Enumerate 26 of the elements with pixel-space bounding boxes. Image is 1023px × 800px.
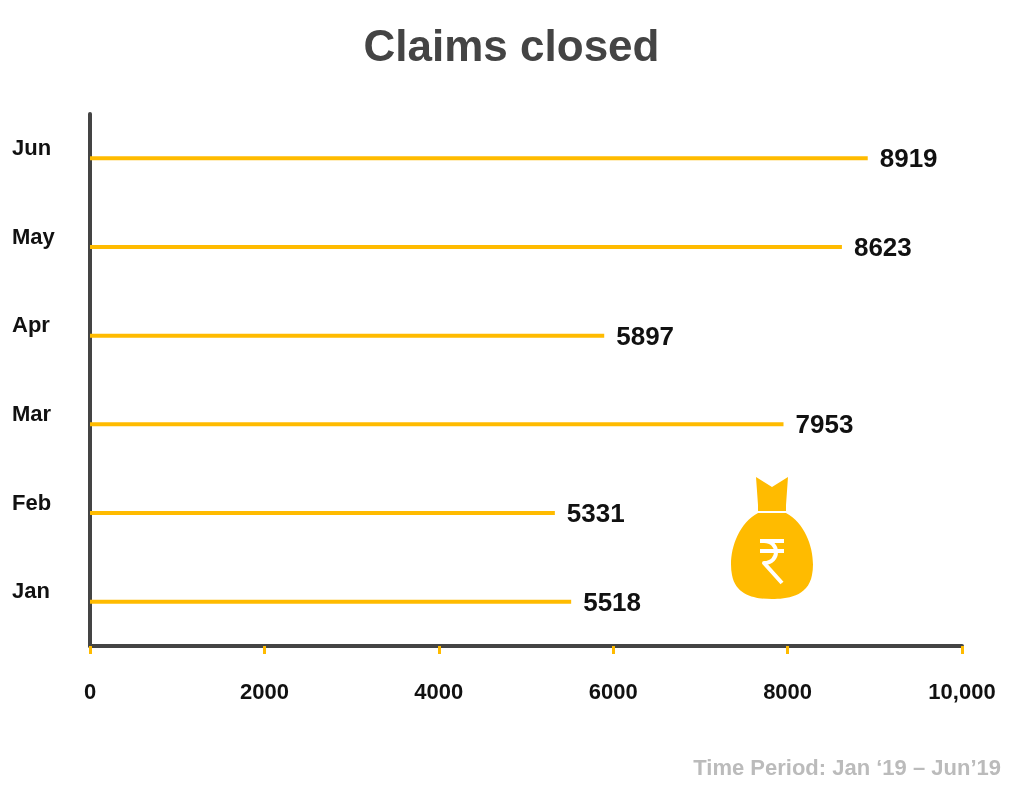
data-label: 7953 [795,409,854,440]
x-tick-label: 8000 [763,678,813,704]
x-tick-label: 4000 [414,678,464,704]
data-label: 5897 [616,320,675,351]
x-tick-label: 0 [83,678,97,704]
bar [90,511,555,515]
data-label: 8623 [853,232,912,262]
y-tick-label: Jun [12,134,52,160]
bar [90,599,572,604]
y-tick-label: May [12,223,56,249]
x-tick-label: 10,000 [928,678,996,704]
data-label: 5331 [566,498,625,528]
x-tick-label: 2000 [239,678,289,704]
bar [90,245,842,249]
x-tick-label: 6000 [588,678,638,704]
y-tick-label: Mar [12,400,52,426]
bar [90,422,784,427]
y-tick-label: Apr [12,312,51,338]
data-label: 8919 [879,143,938,174]
y-tick-label: Jan [12,578,50,604]
y-tick-label: Feb [12,489,52,515]
bar [90,333,605,338]
data-label: 5518 [583,586,642,617]
chart-title: Claims closed [363,20,660,70]
text: Time Period: Jan ‘19 – Jun’19 [693,754,1002,780]
bar [90,156,868,161]
